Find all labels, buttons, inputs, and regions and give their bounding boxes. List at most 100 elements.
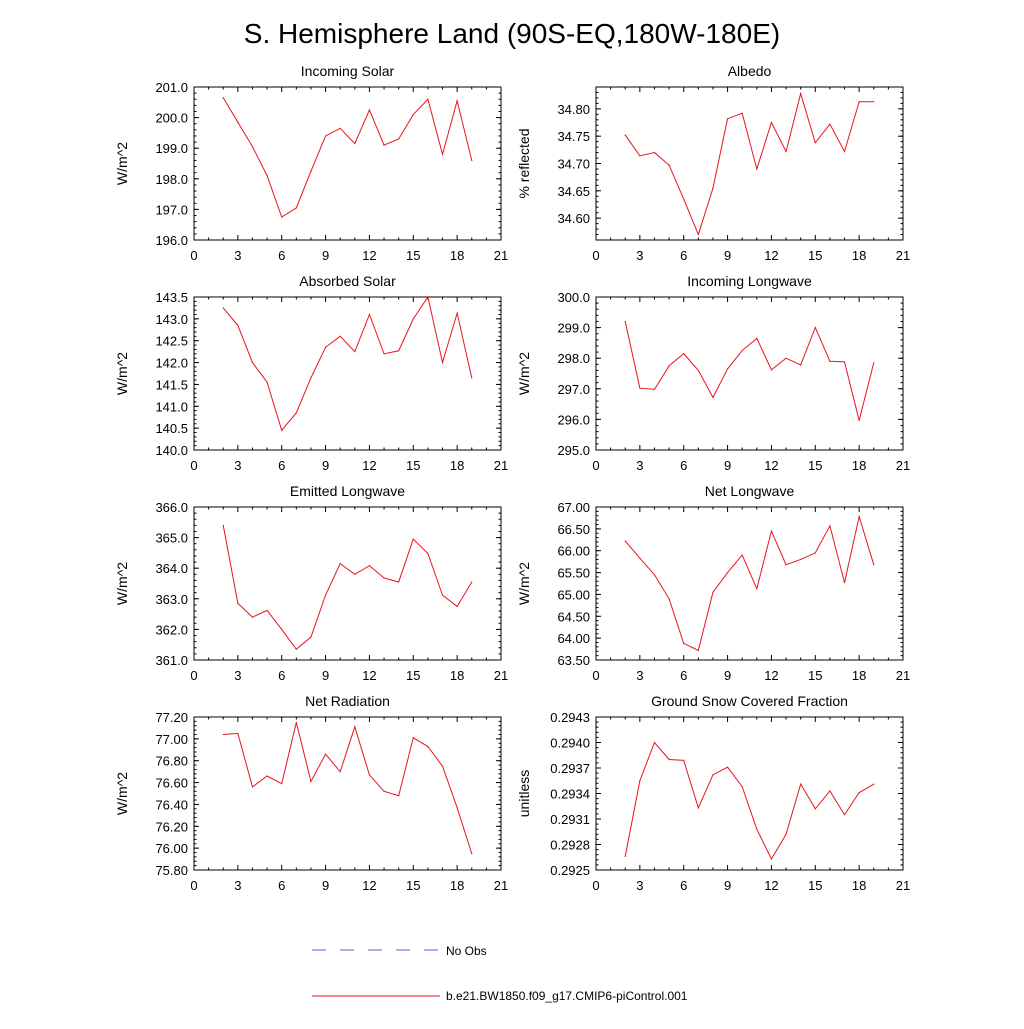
x-tick-label: 12 xyxy=(764,878,778,893)
data-point xyxy=(653,741,656,744)
y-axis-label: % reflected xyxy=(516,128,532,198)
x-tick-label: 0 xyxy=(592,668,599,683)
data-point xyxy=(756,168,758,170)
x-tick-label: 3 xyxy=(234,878,241,893)
x-tick-label: 0 xyxy=(190,458,197,473)
data-point xyxy=(668,365,670,367)
series-line-b-e21-bw1850-f09-g17-cmip6-picontrol-001 xyxy=(624,321,875,421)
y-tick-label: 140.0 xyxy=(155,443,188,458)
data-point xyxy=(785,564,787,566)
data-point xyxy=(697,233,699,236)
data-point xyxy=(697,807,699,809)
data-point xyxy=(712,396,714,398)
data-point xyxy=(741,786,743,788)
y-tick-label: 0.2931 xyxy=(550,812,590,827)
data-point xyxy=(383,353,385,355)
y-tick-label: 77.20 xyxy=(155,710,188,725)
data-point xyxy=(858,516,860,518)
y-axis-label: W/m^2 xyxy=(114,352,130,395)
x-tick-label: 15 xyxy=(406,458,420,473)
plot-frame xyxy=(193,296,502,451)
data-point xyxy=(814,142,816,144)
data-point xyxy=(295,721,297,724)
legend-model-label: b.e21.BW1850.f09_g17.CMIP6-piControl.001 xyxy=(446,989,688,1003)
data-point xyxy=(785,150,787,153)
y-tick-label: 34.75 xyxy=(557,129,590,144)
plot-frame xyxy=(595,506,904,661)
data-point xyxy=(653,388,656,391)
y-tick-label: 196.0 xyxy=(155,233,188,248)
y-tick-label: 76.60 xyxy=(155,776,188,791)
x-tick-label: 3 xyxy=(636,668,643,683)
data-point xyxy=(237,602,239,604)
data-point xyxy=(398,138,400,140)
x-tick-label: 3 xyxy=(636,458,643,473)
y-tick-label: 34.60 xyxy=(557,211,590,226)
data-point xyxy=(668,164,670,166)
y-tick-label: 366.0 xyxy=(155,500,188,515)
data-point xyxy=(310,636,312,638)
y-axis-label: W/m^2 xyxy=(114,772,130,815)
y-tick-label: 77.00 xyxy=(155,732,188,747)
y-tick-label: 0.2925 xyxy=(550,863,590,878)
data-point xyxy=(770,530,773,532)
data-point xyxy=(412,538,414,540)
panel-ground-snow-covered-fraction: 0 3 6 9 12 15 18 21 0.2925 0.2928 0.2931 0.2934 0.29… xyxy=(516,693,910,893)
data-point xyxy=(251,146,254,148)
panel-absorbed-solar: 0 3 6 9 12 15 18 21 140.0 140.5 141.0 141.5 142.0 142… xyxy=(114,273,508,473)
y-tick-label: 64.50 xyxy=(557,609,590,624)
data-point xyxy=(441,361,444,364)
y-tick-label: 297.0 xyxy=(557,382,590,397)
data-point xyxy=(639,780,641,782)
data-point xyxy=(471,853,473,855)
x-tick-label: 6 xyxy=(278,458,285,473)
y-tick-label: 76.00 xyxy=(155,841,188,856)
x-tick-label: 12 xyxy=(362,668,376,683)
x-tick-label: 18 xyxy=(450,248,464,263)
y-tick-label: 76.80 xyxy=(155,754,188,769)
x-tick-label: 6 xyxy=(278,878,285,893)
x-tick-label: 9 xyxy=(724,878,731,893)
x-tick-label: 18 xyxy=(852,248,866,263)
x-tick-label: 21 xyxy=(494,248,508,263)
data-point xyxy=(829,123,831,125)
y-tick-label: 0.2928 xyxy=(550,838,590,853)
panel-emitted-longwave: 0 3 6 9 12 15 18 21 361.0 362.0 363.0 364.0 365.0 366… xyxy=(114,483,508,683)
data-point xyxy=(843,814,846,816)
data-point xyxy=(368,774,371,776)
y-tick-label: 76.40 xyxy=(155,797,188,812)
data-point xyxy=(266,381,268,383)
data-point xyxy=(324,753,327,755)
x-tick-label: 9 xyxy=(322,458,329,473)
x-tick-label: 0 xyxy=(592,878,599,893)
data-point xyxy=(427,98,429,100)
data-point xyxy=(712,774,714,776)
data-point xyxy=(624,855,626,858)
data-point xyxy=(683,642,685,644)
data-point xyxy=(770,121,773,124)
y-tick-label: 75.80 xyxy=(155,863,188,878)
data-point xyxy=(251,786,254,788)
y-tick-label: 200.0 xyxy=(155,111,188,126)
x-tick-label: 3 xyxy=(234,458,241,473)
data-point xyxy=(251,616,254,618)
x-tick-label: 9 xyxy=(724,668,731,683)
data-point xyxy=(266,175,268,177)
x-tick-label: 9 xyxy=(322,248,329,263)
x-tick-label: 18 xyxy=(450,668,464,683)
y-tick-label: 295.0 xyxy=(557,443,590,458)
y-tick-label: 65.00 xyxy=(557,587,590,602)
data-point xyxy=(222,307,224,309)
data-point xyxy=(456,807,458,809)
y-tick-label: 34.70 xyxy=(557,157,590,172)
x-tick-label: 21 xyxy=(896,458,910,473)
data-point xyxy=(412,737,414,739)
x-tick-label: 15 xyxy=(406,878,420,893)
data-point xyxy=(668,758,670,761)
data-point xyxy=(814,808,816,810)
data-point xyxy=(873,564,875,566)
y-tick-label: 365.0 xyxy=(155,531,188,546)
data-point xyxy=(712,187,714,189)
data-point xyxy=(712,591,714,593)
